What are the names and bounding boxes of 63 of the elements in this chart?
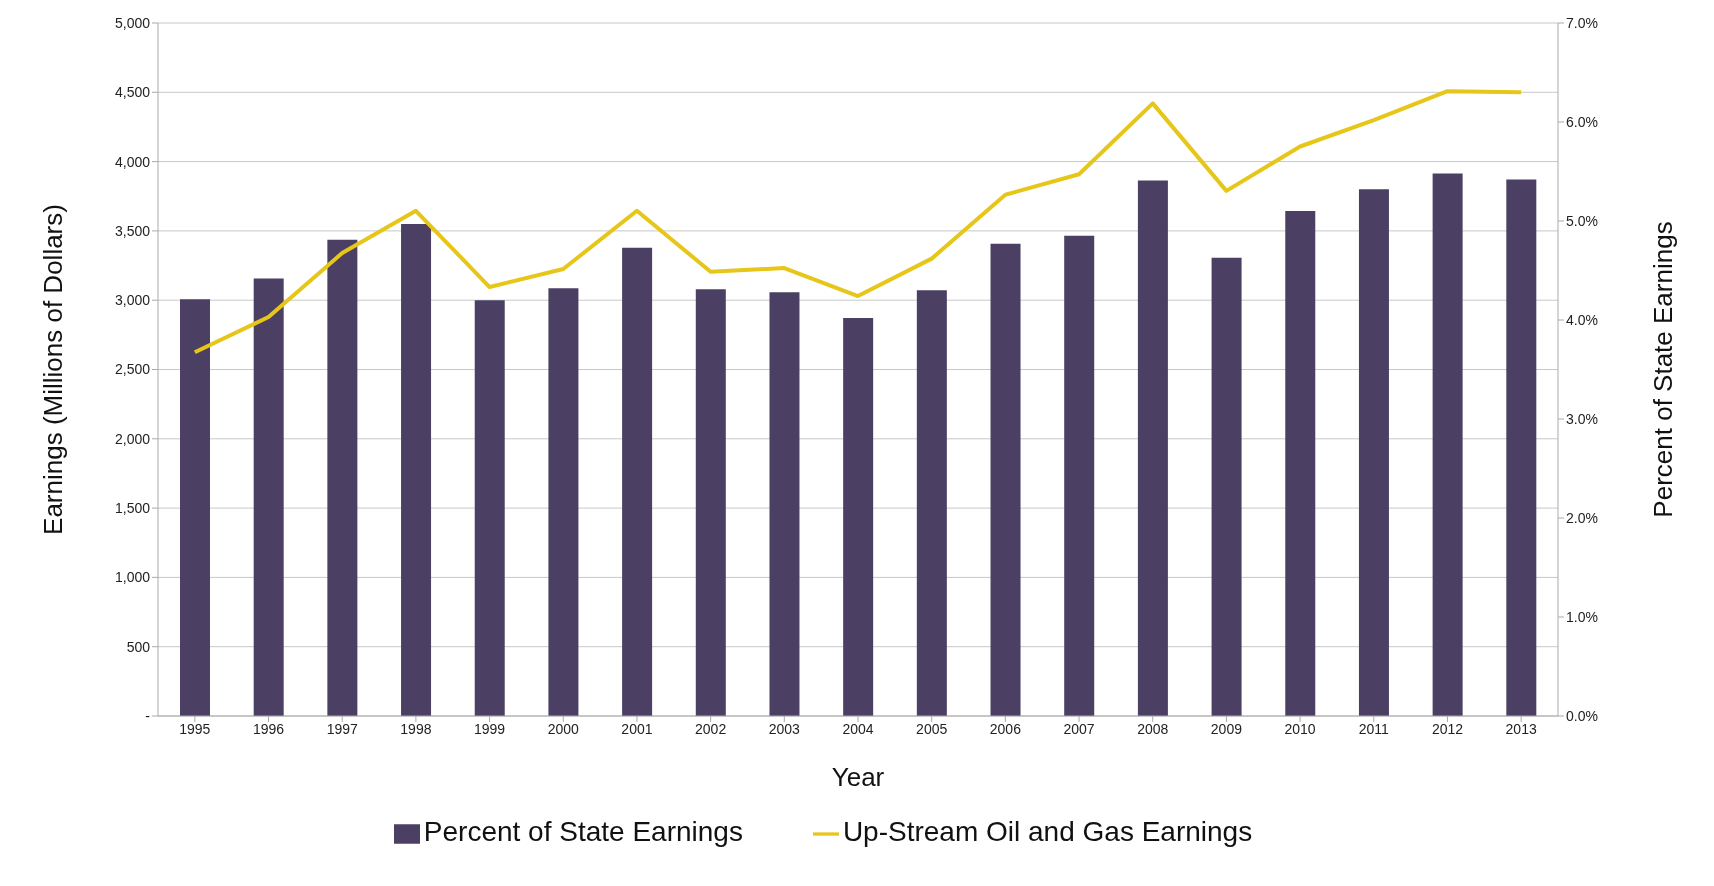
x-tick-label: 1999 (474, 720, 506, 737)
line-series (192, 89, 1524, 355)
y-tick-label: 500 (126, 638, 151, 655)
x-tick-label: 2002 (695, 720, 727, 737)
y2-tick-label: 5.0% (1566, 212, 1598, 229)
y-tick-label: - (145, 707, 151, 724)
y-tick-label: 3,500 (114, 222, 151, 239)
bar (1064, 235, 1095, 716)
bar (916, 290, 947, 716)
x-tick-label: 2003 (768, 720, 801, 737)
y-tick-label: 1,000 (114, 569, 151, 586)
bar (1285, 211, 1316, 716)
bar (622, 247, 653, 716)
x-tick-label: 1998 (400, 720, 432, 737)
bar (1211, 257, 1242, 716)
x-tick-label: 2007 (1063, 720, 1095, 737)
bar (843, 318, 874, 716)
bar (327, 239, 358, 716)
y2-tick-label: 1.0% (1566, 608, 1598, 625)
x-tick-label: 2000 (547, 720, 580, 737)
legend-label: Up-Stream Oil and Gas Earnings (842, 816, 1253, 847)
y-tick-label: 4,000 (114, 153, 151, 170)
x-tick-label: 2006 (989, 720, 1022, 737)
y2-tick-label: 4.0% (1566, 311, 1598, 328)
x-tick-label: 2011 (1358, 720, 1390, 737)
y2-tick-label: 6.0% (1566, 113, 1598, 130)
bar (401, 223, 432, 716)
y2-tick-label: 0.0% (1566, 707, 1598, 724)
y-tick-label: 3,000 (114, 292, 151, 309)
bar (474, 300, 505, 716)
x-tick-label: 2010 (1284, 720, 1316, 737)
y-tick-label: 2,500 (114, 361, 151, 378)
bar (769, 292, 800, 716)
x-tick-label: 2012 (1431, 720, 1464, 737)
x-tick-label: 2004 (842, 720, 874, 737)
bar (1432, 173, 1463, 716)
y-tick-label: 2,000 (114, 430, 151, 447)
y-tick-label: 1,500 (114, 500, 151, 517)
y2-axis-title: Percent of State Earnings (1648, 221, 1679, 518)
x-tick-label: 1997 (326, 720, 358, 737)
x-axis-title: Year (831, 762, 885, 792)
y2-tick-label: 2.0% (1566, 509, 1598, 526)
x-tick-label: 2008 (1137, 720, 1169, 737)
bar (1506, 179, 1537, 716)
bar (180, 299, 210, 716)
bar (990, 243, 1021, 716)
y-axis-title: Earnings (Millions of Dollars) (38, 204, 69, 535)
y2-tick-label: 7.0% (1566, 14, 1598, 31)
x-tick-label: 2013 (1505, 720, 1537, 737)
bar (253, 278, 284, 716)
y2-tick-label: 3.0% (1566, 410, 1598, 427)
bar (1137, 180, 1168, 716)
legend-label: Percent of State Earnings (423, 816, 743, 847)
bar (548, 288, 579, 716)
y-tick-label: 4,500 (114, 84, 151, 101)
bar (695, 289, 726, 716)
x-tick-label: 1995 (179, 720, 211, 737)
bar (1358, 189, 1389, 716)
y-tick-label: 5,000 (114, 14, 151, 31)
x-tick-label: 2005 (916, 720, 948, 737)
x-tick-label: 2009 (1210, 720, 1243, 737)
x-tick-label: 2001 (621, 720, 653, 737)
x-tick-label: 1996 (252, 720, 285, 737)
